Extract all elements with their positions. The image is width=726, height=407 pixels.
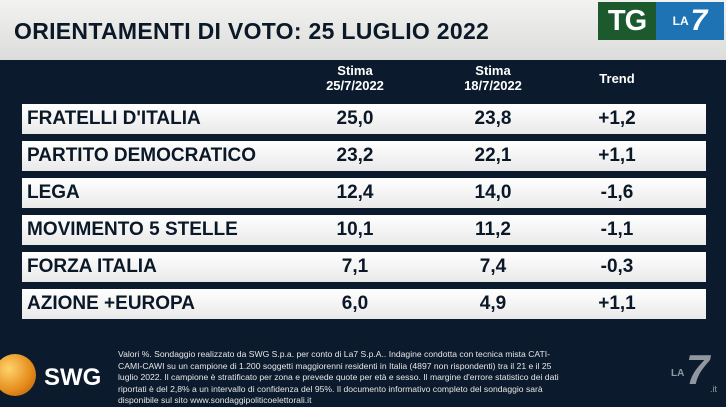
la7-logo-seven: 7 — [690, 4, 708, 37]
column-header-stima-previous-date: 18/7/2022 — [464, 78, 522, 93]
column-header-trend: Trend — [599, 71, 635, 86]
la7-logo-la: LA — [672, 14, 689, 28]
stima-previous-value: 14,0 — [474, 182, 512, 203]
swg-logo-text: SWG — [44, 364, 102, 391]
trend-value: +1,1 — [598, 145, 636, 166]
title-bar: ORIENTAMENTI DI VOTO: 25 LUGLIO 2022 TG … — [0, 0, 726, 60]
trend-value: -0,3 — [600, 256, 634, 277]
table-row: MOVIMENTO 5 STELLE 10,1 11,2 -1,1 — [22, 215, 706, 245]
party-name: MOVIMENTO 5 STELLE — [27, 219, 238, 240]
party-name: FRATELLI D'ITALIA — [27, 108, 201, 129]
stima-previous-value: 23,8 — [474, 108, 512, 129]
column-header-stima-current-date: 25/7/2022 — [326, 78, 384, 93]
party-name: LEGA — [27, 182, 80, 203]
stima-current-value: 25,0 — [336, 108, 374, 129]
tg-la7-logo: TG LA 7 — [598, 2, 724, 40]
la7-watermark: LA 7 .it — [668, 346, 726, 402]
watermark-seven: 7 — [686, 346, 710, 393]
stima-current-value: 23,2 — [336, 145, 374, 166]
table-row: PARTITO DEMOCRATICO 23,2 22,1 +1,1 — [22, 141, 706, 171]
trend-value: +1,1 — [598, 293, 636, 314]
watermark-it: .it — [710, 384, 718, 394]
stima-current-value: 6,0 — [341, 293, 369, 314]
la7-logo: LA 7 — [656, 2, 724, 40]
footnote-line: CAMI-CAWI su un campione di 1.200 sogget… — [118, 360, 552, 371]
trend-value: -1,6 — [600, 182, 634, 203]
tg-logo-text: TG — [598, 2, 656, 40]
table-row: LEGA 12,4 14,0 -1,6 — [22, 178, 706, 208]
party-name: FORZA ITALIA — [27, 256, 157, 277]
table-row: FRATELLI D'ITALIA 25,0 23,8 +1,2 — [22, 104, 706, 134]
swg-ball-icon — [0, 354, 36, 396]
stima-previous-value: 11,2 — [475, 219, 511, 240]
stima-previous-value: 22,1 — [474, 145, 512, 166]
stima-current-value: 12,4 — [336, 182, 374, 203]
trend-value: -1,1 — [600, 219, 634, 240]
stima-current-value: 10,1 — [336, 219, 374, 240]
trend-value: +1,2 — [598, 108, 636, 129]
footnote-line: luglio 2022. Il campione è stratificato … — [118, 372, 559, 382]
table-row: AZIONE +EUROPA 6,0 4,9 +1,1 — [22, 289, 706, 319]
column-header-stima-previous: Stima 18/7/2022 — [438, 63, 548, 93]
swg-logo: SWG — [0, 350, 110, 402]
column-header-stima-previous-label: Stima — [475, 63, 511, 78]
footnote-line: disponibile sul sito www.sondaggipolitic… — [118, 395, 312, 405]
stima-previous-value: 4,9 — [479, 293, 507, 314]
column-header-stima-current-label: Stima — [337, 63, 373, 78]
stima-current-value: 7,1 — [341, 256, 369, 277]
stima-previous-value: 7,4 — [479, 256, 507, 277]
page-title: ORIENTAMENTI DI VOTO: 25 LUGLIO 2022 — [14, 18, 490, 44]
watermark-la: LA — [671, 368, 685, 379]
footnote-line: riportati è del 2,8% a un intervallo di … — [118, 383, 543, 394]
party-name: PARTITO DEMOCRATICO — [27, 145, 257, 166]
party-name: AZIONE +EUROPA — [27, 293, 196, 314]
table-row: FORZA ITALIA 7,1 7,4 -0,3 — [22, 252, 706, 282]
column-header-stima-current: Stima 25/7/2022 — [300, 63, 410, 93]
footnote-line: Valori %. Sondaggio realizzato da SWG S.… — [118, 349, 550, 359]
